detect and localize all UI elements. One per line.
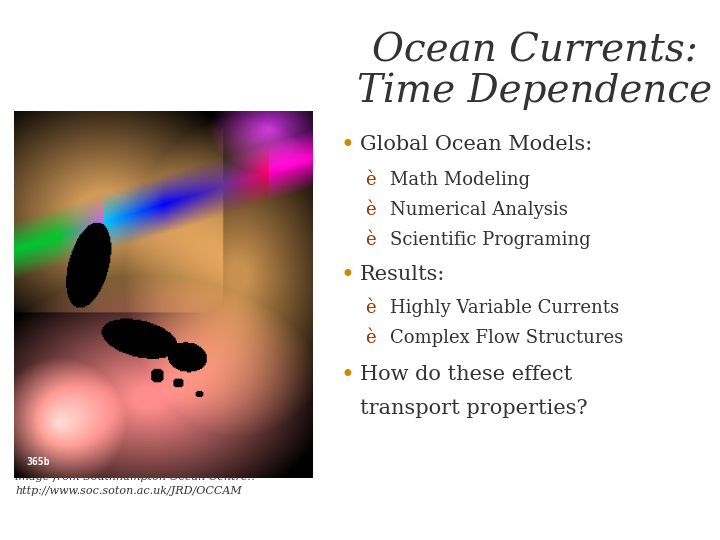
Text: è: è: [365, 299, 376, 317]
Text: è: è: [365, 329, 376, 347]
Text: •: •: [340, 133, 354, 157]
Text: http://www.soc.soton.ac.uk/JRD/OCCAM: http://www.soc.soton.ac.uk/JRD/OCCAM: [15, 486, 242, 496]
Text: Math Modeling: Math Modeling: [390, 171, 530, 189]
Text: •: •: [340, 263, 354, 287]
Text: è: è: [365, 231, 376, 249]
Text: How do these effect: How do these effect: [360, 366, 572, 384]
Text: Results:: Results:: [360, 266, 446, 285]
Text: Ocean Currents:: Ocean Currents:: [372, 32, 698, 69]
Text: •: •: [340, 363, 354, 387]
Text: image from Southhampton Ocean Centre:.: image from Southhampton Ocean Centre:.: [15, 472, 255, 482]
Text: Scientific Programing: Scientific Programing: [390, 231, 590, 249]
Text: transport properties?: transport properties?: [360, 399, 588, 417]
Text: è: è: [365, 201, 376, 219]
Text: Highly Variable Currents: Highly Variable Currents: [390, 299, 619, 317]
Text: Global Ocean Models:: Global Ocean Models:: [360, 136, 593, 154]
Text: 365b: 365b: [27, 457, 50, 467]
Text: Complex Flow Structures: Complex Flow Structures: [390, 329, 624, 347]
Text: Time Dependence: Time Dependence: [357, 72, 713, 110]
Text: Numerical Analysis: Numerical Analysis: [390, 201, 568, 219]
Text: è: è: [365, 171, 376, 189]
